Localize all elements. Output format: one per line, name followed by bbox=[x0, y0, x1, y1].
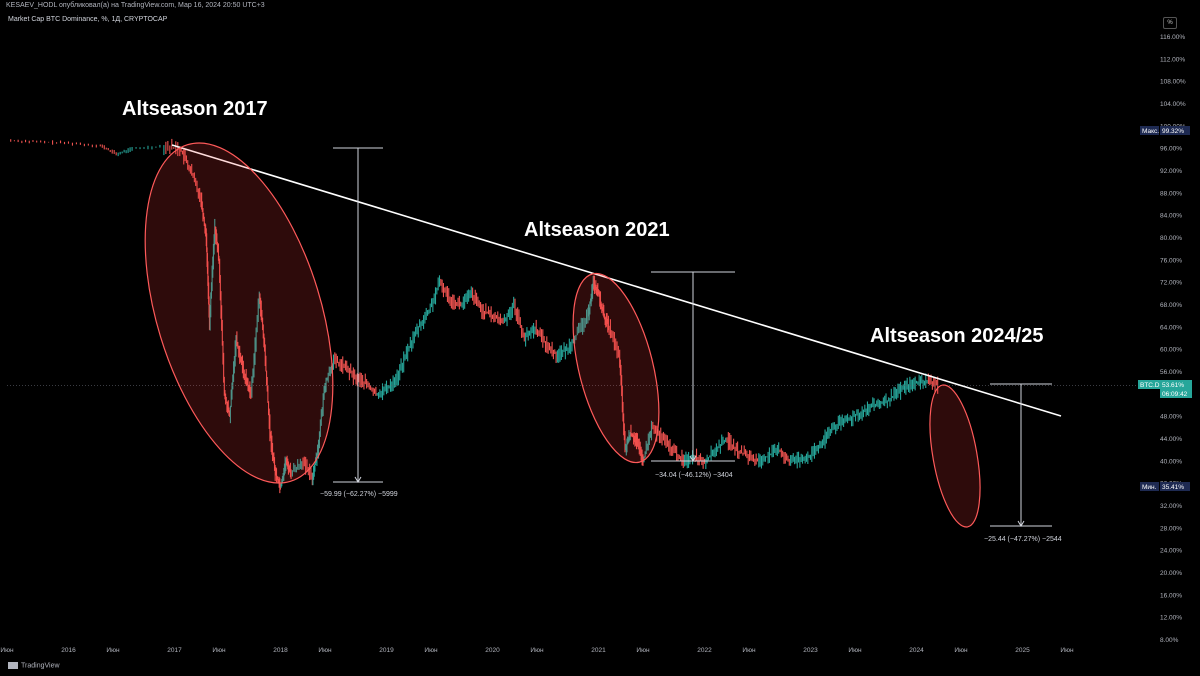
drawing-overlays bbox=[144, 142, 1062, 528]
y-tick-label: 76.00% bbox=[1160, 257, 1182, 264]
y-tick-label: 104.00% bbox=[1160, 101, 1186, 108]
measure-2021: −34.04 (−46.12%) −3404 bbox=[655, 472, 733, 479]
measure-2024: −25.44 (−47.27%) −2544 bbox=[984, 536, 1062, 543]
y-tick-label: 44.00% bbox=[1160, 436, 1182, 443]
min-badge: Мин. 35.41% bbox=[1140, 482, 1190, 491]
y-tick-label: 112.00% bbox=[1160, 56, 1185, 63]
x-tick-label: Июн bbox=[636, 647, 650, 654]
measure-tool-2021 bbox=[651, 271, 735, 462]
last-badge-value: 53.61% bbox=[1162, 382, 1184, 389]
footer-brand: TradingView bbox=[21, 662, 60, 670]
y-tick-label: 108.00% bbox=[1160, 79, 1186, 86]
y-tick-label: 40.00% bbox=[1160, 458, 1182, 465]
tradingview-logo-icon bbox=[8, 662, 18, 669]
x-tick-label: Июн bbox=[212, 647, 226, 654]
y-axis: 8.00% 12.00% 16.00% 20.00% 24.00% 28.00% 32.00… bbox=[1160, 34, 1186, 644]
measure-tool-2017 bbox=[333, 147, 383, 483]
symbol-title: Market Cap BTC Dominance, %, 1Д, CRYPTOC… bbox=[8, 16, 168, 23]
x-tick-label: Июн bbox=[530, 647, 544, 654]
label-altseason-2017: Altseason 2017 bbox=[122, 98, 268, 120]
y-tick-label: 64.00% bbox=[1160, 324, 1182, 331]
x-tick-label: Июн bbox=[318, 647, 332, 654]
y-tick-label: 84.00% bbox=[1160, 213, 1182, 220]
x-tick-label: Июн bbox=[954, 647, 968, 654]
measure-tool-2024 bbox=[990, 383, 1052, 527]
x-tick-label: Июн bbox=[424, 647, 438, 654]
trendline bbox=[171, 144, 1062, 417]
x-tick-label: 2024 bbox=[909, 647, 924, 654]
y-tick-label: 72.00% bbox=[1160, 280, 1182, 287]
y-tick-label: 32.00% bbox=[1160, 503, 1182, 510]
x-tick-label: 2023 bbox=[803, 647, 818, 654]
x-axis: Июн 2016 Июн 2017 Июн 2018 Июн 2019 Июн 2020 Июн 20… bbox=[0, 647, 1074, 654]
x-tick-label: 2025 bbox=[1015, 647, 1030, 654]
y-tick-label: 48.00% bbox=[1160, 414, 1182, 421]
measure-arrow-icon bbox=[354, 476, 362, 483]
ellipse-2024 bbox=[929, 384, 981, 528]
y-tick-label: 116.00% bbox=[1160, 34, 1185, 41]
x-tick-label: 2020 bbox=[485, 647, 500, 654]
x-tick-label: Июн bbox=[848, 647, 862, 654]
y-tick-label: 12.00% bbox=[1160, 615, 1182, 622]
x-tick-label: 2018 bbox=[273, 647, 288, 654]
currency-button[interactable]: % bbox=[1163, 17, 1177, 29]
y-tick-label: 56.00% bbox=[1160, 369, 1182, 376]
max-badge: Макс. 99.32% bbox=[1140, 126, 1190, 135]
y-tick-label: 68.00% bbox=[1160, 302, 1182, 309]
min-badge-label: Мин. bbox=[1142, 484, 1157, 491]
y-tick-label: 20.00% bbox=[1160, 570, 1182, 577]
y-tick-label: 16.00% bbox=[1160, 592, 1182, 599]
measure-arrow-icon bbox=[689, 455, 697, 462]
x-tick-label: 2017 bbox=[167, 647, 182, 654]
x-tick-label: 2022 bbox=[697, 647, 712, 654]
min-badge-value: 35.41% bbox=[1162, 484, 1184, 491]
x-tick-label: 2021 bbox=[591, 647, 606, 654]
price-series bbox=[7, 138, 1138, 494]
ellipse-2017 bbox=[144, 142, 334, 484]
measure-arrow-icon bbox=[1017, 520, 1025, 527]
y-tick-label: 96.00% bbox=[1160, 146, 1182, 153]
last-badge-countdown: 06:09:42 bbox=[1162, 391, 1188, 398]
y-tick-label: 80.00% bbox=[1160, 235, 1182, 242]
x-tick-label: Июн bbox=[1060, 647, 1074, 654]
last-price-badge: BTC.D 53.61% 06:09:42 bbox=[1138, 380, 1192, 398]
y-tick-label: 8.00% bbox=[1160, 637, 1179, 644]
y-tick-label: 92.00% bbox=[1160, 168, 1182, 175]
max-badge-label: Макс. bbox=[1142, 128, 1159, 135]
last-badge-label: BTC.D bbox=[1140, 382, 1160, 389]
y-tick-label: 60.00% bbox=[1160, 347, 1182, 354]
label-altseason-2021: Altseason 2021 bbox=[524, 219, 670, 241]
y-tick-label: 24.00% bbox=[1160, 548, 1182, 555]
x-tick-label: 2016 bbox=[61, 647, 76, 654]
y-tick-label: 28.00% bbox=[1160, 525, 1182, 532]
x-tick-label: Июн bbox=[0, 647, 14, 654]
measure-2017: −59.99 (−62.27%) −5999 bbox=[320, 491, 398, 498]
tradingview-footer: TradingView bbox=[8, 662, 60, 669]
max-badge-value: 99.32% bbox=[1162, 128, 1184, 135]
x-tick-label: Июн bbox=[106, 647, 120, 654]
y-tick-label: 88.00% bbox=[1160, 190, 1182, 197]
publish-info: KESAEV_HODL опубликовал(а) на TradingVie… bbox=[6, 2, 265, 9]
x-tick-label: 2019 bbox=[379, 647, 394, 654]
label-altseason-2024-25: Altseason 2024/25 bbox=[870, 325, 1043, 347]
ellipse-2021 bbox=[572, 272, 660, 464]
x-tick-label: Июн bbox=[742, 647, 756, 654]
